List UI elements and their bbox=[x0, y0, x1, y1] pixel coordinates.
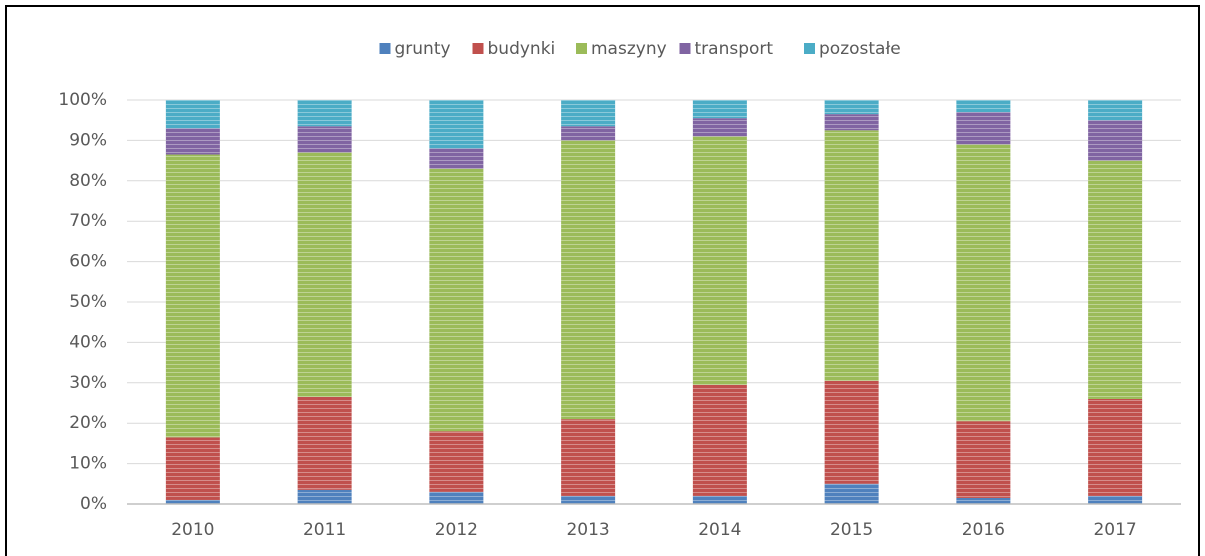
bar-texture bbox=[956, 100, 1011, 113]
bar-texture bbox=[692, 495, 747, 504]
legend-label: maszyny bbox=[591, 39, 667, 59]
y-tick-label: 80% bbox=[69, 171, 107, 191]
bar-texture bbox=[165, 154, 220, 438]
bar-texture bbox=[1088, 160, 1143, 399]
y-tick-label: 20% bbox=[69, 413, 107, 433]
bar-texture bbox=[824, 114, 879, 131]
bar-texture bbox=[561, 100, 616, 127]
legend-swatch bbox=[804, 43, 815, 54]
y-tick-label: 50% bbox=[69, 292, 107, 312]
y-tick-label: 90% bbox=[69, 130, 107, 150]
bar-texture bbox=[956, 421, 1011, 498]
bar-texture bbox=[824, 380, 879, 484]
y-tick-label: 40% bbox=[69, 332, 107, 352]
bar-texture bbox=[561, 126, 616, 141]
legend-swatch bbox=[679, 43, 691, 54]
legend-label: grunty bbox=[395, 39, 451, 59]
y-tick-label: 10% bbox=[69, 454, 107, 474]
bar-texture bbox=[1088, 398, 1143, 496]
legend-label: transport bbox=[695, 39, 774, 59]
bar-texture bbox=[429, 431, 484, 492]
bar-texture bbox=[956, 497, 1011, 504]
x-tick-label: 2015 bbox=[830, 520, 873, 540]
bar-texture bbox=[297, 396, 352, 490]
legend-swatch bbox=[576, 43, 587, 54]
bar-texture bbox=[1088, 100, 1143, 121]
bar-texture bbox=[824, 100, 879, 115]
bar-texture bbox=[165, 437, 220, 500]
y-tick-label: 60% bbox=[69, 252, 107, 272]
bar-texture bbox=[824, 483, 879, 504]
bar-texture bbox=[956, 112, 1011, 145]
bar-texture bbox=[429, 100, 484, 149]
bar-texture bbox=[1088, 120, 1143, 161]
y-tick-label: 100% bbox=[58, 90, 107, 110]
x-tick-label: 2017 bbox=[1093, 520, 1136, 540]
bar-texture bbox=[429, 491, 484, 504]
legend-swatch bbox=[379, 43, 391, 54]
bar-texture bbox=[429, 148, 484, 169]
x-tick-label: 2010 bbox=[171, 520, 214, 540]
x-tick-label: 2012 bbox=[435, 520, 478, 540]
bar-texture bbox=[429, 168, 484, 432]
legend-label: budynki bbox=[488, 39, 556, 59]
x-tick-label: 2016 bbox=[962, 520, 1005, 540]
bar-texture bbox=[297, 100, 352, 127]
bar-texture bbox=[297, 126, 352, 153]
x-tick-label: 2013 bbox=[566, 520, 609, 540]
bar-texture bbox=[165, 128, 220, 155]
bar-texture bbox=[165, 499, 220, 504]
legend-label: pozostałe bbox=[819, 39, 901, 59]
legend-swatch bbox=[472, 43, 484, 54]
bar-texture bbox=[692, 100, 747, 119]
x-tick-label: 2014 bbox=[698, 520, 741, 540]
y-tick-label: 0% bbox=[80, 494, 107, 514]
bar-texture bbox=[165, 100, 220, 129]
bar-texture bbox=[692, 118, 747, 137]
y-tick-label: 70% bbox=[69, 211, 107, 231]
bar-texture bbox=[1088, 495, 1143, 504]
y-tick-label: 30% bbox=[69, 373, 107, 393]
bar-texture bbox=[561, 419, 616, 496]
bar-texture bbox=[692, 136, 747, 385]
bar-texture bbox=[561, 495, 616, 504]
bar-texture bbox=[297, 489, 352, 504]
bar-texture bbox=[297, 152, 352, 397]
bar-texture bbox=[561, 140, 616, 420]
bar-texture bbox=[824, 130, 879, 381]
x-tick-label: 2011 bbox=[303, 520, 346, 540]
bar-texture bbox=[692, 384, 747, 496]
bar-texture bbox=[956, 144, 1011, 422]
